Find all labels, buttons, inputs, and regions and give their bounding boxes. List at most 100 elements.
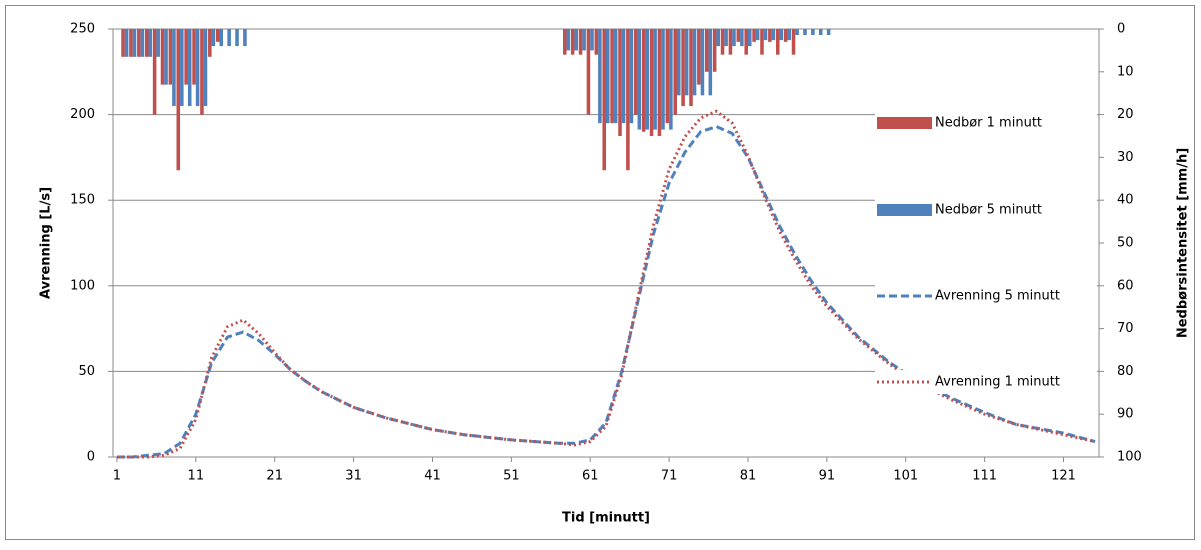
bar [152, 29, 157, 115]
bar [180, 29, 184, 107]
bar [760, 29, 764, 55]
bar [578, 29, 583, 55]
bar [602, 29, 606, 171]
bar [132, 29, 137, 57]
bar [610, 29, 614, 124]
bar [187, 29, 192, 107]
bar [736, 29, 741, 42]
bar [661, 29, 665, 130]
y-tick-label: 250 [70, 22, 95, 37]
y-tick-label: 100 [70, 278, 95, 293]
bar [563, 29, 567, 55]
x-tick-label: 121 [1051, 469, 1076, 484]
bar [215, 29, 220, 42]
bar [613, 29, 618, 124]
bar [645, 29, 649, 130]
bar [752, 29, 756, 42]
y-tick-label: 50 [78, 364, 95, 379]
legend-swatch [877, 204, 932, 216]
bar [629, 29, 634, 124]
bar [594, 29, 599, 55]
y-tick-label: 150 [70, 193, 95, 208]
bar [684, 29, 689, 96]
bar [208, 29, 212, 57]
line [116, 109, 1096, 459]
x-tick-label: 101 [893, 469, 918, 484]
bar [811, 29, 815, 35]
bar [744, 29, 748, 55]
y2-tick-label: 90 [1117, 407, 1134, 422]
y2-tick-label: 70 [1117, 321, 1134, 336]
bar [689, 29, 693, 107]
bar [704, 29, 709, 72]
bar [129, 29, 133, 57]
bar [755, 29, 760, 41]
bar [783, 29, 788, 42]
bar [124, 29, 129, 57]
bar [763, 29, 768, 41]
bar [211, 29, 216, 47]
y2-tick-label: 20 [1117, 107, 1134, 122]
x-tick-label: 21 [266, 469, 283, 484]
bar [818, 29, 823, 35]
bar [144, 29, 149, 57]
bar [665, 29, 670, 124]
x-tick-label: 111 [972, 469, 997, 484]
bar [160, 29, 165, 85]
bar [768, 29, 772, 42]
bar [641, 29, 646, 132]
bar [681, 29, 685, 107]
bar [775, 29, 780, 55]
bar [219, 29, 224, 47]
bar [203, 29, 208, 107]
y-axis-title: Avrenning [L/s] [39, 187, 54, 299]
legend-bg [875, 284, 1097, 308]
bar [618, 29, 622, 136]
x-tick-label: 11 [188, 469, 205, 484]
bar [826, 29, 831, 35]
bar [747, 29, 752, 47]
bar [168, 29, 173, 85]
line [116, 124, 1096, 459]
bar [724, 29, 728, 47]
bar [803, 29, 807, 35]
bar [716, 29, 720, 47]
bar [779, 29, 784, 41]
bar [697, 29, 701, 85]
y2-tick-label: 0 [1117, 22, 1125, 37]
y-tick-label: 0 [87, 450, 95, 465]
bar [669, 29, 673, 130]
bar [148, 29, 153, 57]
bar [195, 29, 200, 107]
y2-tick-label: 60 [1117, 278, 1134, 293]
bar [728, 29, 733, 55]
bar [574, 29, 578, 51]
bar [740, 29, 744, 47]
y2-tick-label: 40 [1117, 193, 1134, 208]
bar [156, 29, 160, 57]
legend-label: Avrenning 1 minutt [935, 375, 1060, 390]
bar [566, 29, 571, 51]
y2-axis-title: Nedbørsintensitet [mm/h] [1176, 148, 1191, 338]
legend-label: Nedbør 5 minutt [935, 203, 1042, 218]
bar [590, 29, 594, 51]
y2-tick-label: 10 [1117, 64, 1134, 79]
bar [227, 29, 231, 47]
bar [586, 29, 591, 115]
bar [621, 29, 626, 124]
x-axis-title: Tid [minutt] [562, 511, 650, 526]
bar [121, 29, 125, 57]
bar [676, 29, 681, 96]
bar [164, 29, 168, 85]
bar [235, 29, 239, 47]
x-tick-label: 91 [819, 469, 836, 484]
bar [598, 29, 602, 124]
bar [795, 29, 799, 35]
legend-label: Nedbør 1 minutt [935, 116, 1042, 131]
y2-tick-label: 30 [1117, 150, 1134, 165]
bar [700, 29, 705, 96]
y2-tick-label: 50 [1117, 236, 1134, 251]
bar [712, 29, 717, 72]
bar [637, 29, 642, 130]
y2-tick-label: 100 [1117, 450, 1142, 465]
